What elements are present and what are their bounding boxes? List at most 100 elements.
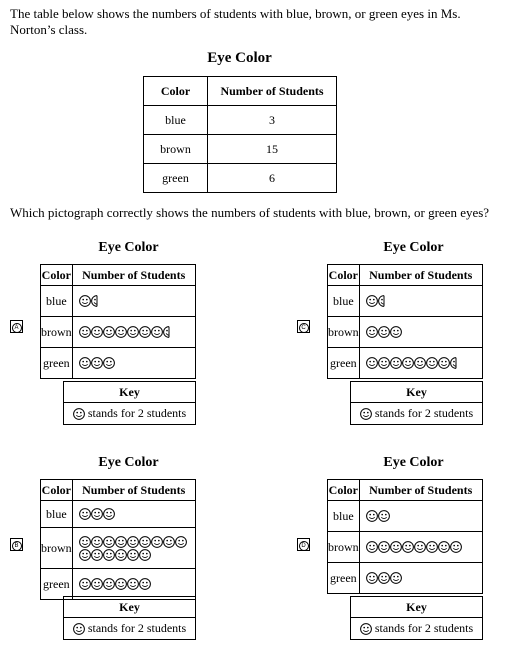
table-row: green 6 [143, 163, 337, 193]
column-header-color: Color [143, 76, 208, 106]
smiley-icon [114, 578, 127, 590]
option-letter-icon[interactable]: C [297, 320, 310, 333]
smiley-icon [437, 541, 450, 553]
table-row: blue [40, 500, 196, 528]
smiley-icon [126, 578, 139, 590]
table-header-row: Color Number of Students [143, 76, 337, 106]
key-body: stands for 2 students [351, 618, 482, 639]
table-row: brown [40, 527, 196, 569]
half-smiley-icon [449, 357, 457, 369]
table-row: blue 3 [143, 105, 337, 135]
cell-count: 15 [207, 134, 337, 164]
cell-color: green [327, 347, 360, 379]
cell-color: green [40, 347, 73, 379]
pictograph-key: Key stands for 2 students [350, 381, 483, 425]
cell-pictograph [358, 500, 483, 532]
column-header-color: Color [40, 479, 73, 501]
table-header-row: Color Number of Students [327, 479, 483, 501]
smiley-group [78, 508, 191, 520]
column-header-count: Number of Students [71, 479, 196, 501]
smiley-icon [389, 326, 402, 338]
smiley-icon [377, 326, 390, 338]
smiley-group [365, 572, 478, 584]
column-header-color: Color [327, 479, 360, 501]
column-header-color: Color [40, 264, 73, 286]
option-letter-icon[interactable]: B [10, 538, 23, 551]
cell-color: brown [327, 531, 360, 563]
smiley-icon [90, 535, 103, 548]
smiley-icon [78, 578, 91, 590]
table-header-row: Color Number of Students [327, 264, 483, 286]
smiley-icon [138, 326, 151, 338]
smiley-icon [138, 535, 151, 548]
cell-color: brown [143, 134, 208, 164]
cell-pictograph [71, 285, 196, 317]
smiley-icon [78, 357, 91, 369]
cell-pictograph [71, 500, 196, 528]
smiley-group [365, 326, 478, 338]
option-letter-icon[interactable]: A [10, 320, 23, 333]
smiley-icon [365, 510, 378, 522]
smiley-icon [413, 357, 426, 369]
smiley-icon [449, 541, 462, 553]
smiley-icon [126, 548, 139, 561]
cell-pictograph [358, 347, 483, 379]
smiley-icon [401, 357, 414, 369]
smiley-icon [377, 510, 390, 522]
smiley-group [78, 578, 191, 590]
smiley-icon [425, 357, 438, 369]
smiley-icon [377, 357, 390, 369]
key-title: Key [351, 382, 482, 403]
cell-color: blue [327, 500, 360, 532]
table-row: brown 15 [143, 134, 337, 164]
table-row: blue [327, 285, 483, 317]
cell-pictograph [71, 316, 196, 348]
cell-color: green [40, 568, 73, 600]
smiley-icon [437, 357, 450, 369]
smiley-icon [389, 541, 402, 553]
cell-pictograph [71, 568, 196, 600]
smiley-icon [90, 508, 103, 520]
pictograph-key: Key stands for 2 students [63, 596, 196, 640]
smiley-icon [150, 535, 163, 548]
column-header-color: Color [327, 264, 360, 286]
smiley-icon [90, 578, 103, 590]
smiley-icon [102, 548, 115, 561]
smiley-group [78, 357, 191, 369]
column-header-count: Number of Students [207, 76, 337, 106]
key-title: Key [64, 597, 195, 618]
table-row: green [327, 347, 483, 379]
smiley-icon [138, 548, 151, 561]
table-row: brown [327, 316, 483, 348]
cell-color: blue [40, 500, 73, 528]
pictograph-key: Key stands for 2 students [350, 596, 483, 640]
cell-color: brown [327, 316, 360, 348]
smiley-icon [78, 326, 91, 338]
smiley-icon [126, 326, 139, 338]
smiley-icon [359, 408, 372, 421]
smiley-icon [365, 326, 378, 338]
smiley-icon [401, 541, 414, 553]
smiley-icon [102, 357, 115, 369]
pictograph-key: Key stands for 2 students [63, 381, 196, 425]
option-letter-icon[interactable]: D [297, 538, 310, 551]
key-title: Key [64, 382, 195, 403]
smiley-icon [90, 326, 103, 338]
smiley-group [78, 295, 191, 307]
table-row: green [40, 347, 196, 379]
pictograph-table: Color Number of Students blue brown green [40, 479, 196, 600]
smiley-icon [413, 541, 426, 553]
column-header-count: Number of Students [358, 264, 483, 286]
table-row: blue [40, 285, 196, 317]
key-body: stands for 2 students [351, 403, 482, 424]
smiley-icon [365, 572, 378, 584]
half-smiley-icon [377, 295, 385, 307]
smiley-group [78, 535, 191, 561]
main-table-title: Eye Color [207, 50, 272, 66]
smiley-icon [114, 326, 127, 338]
smiley-icon [78, 535, 91, 548]
smiley-icon [78, 548, 91, 561]
table-row: brown [40, 316, 196, 348]
smiley-icon [162, 535, 175, 548]
smiley-icon [102, 535, 115, 548]
